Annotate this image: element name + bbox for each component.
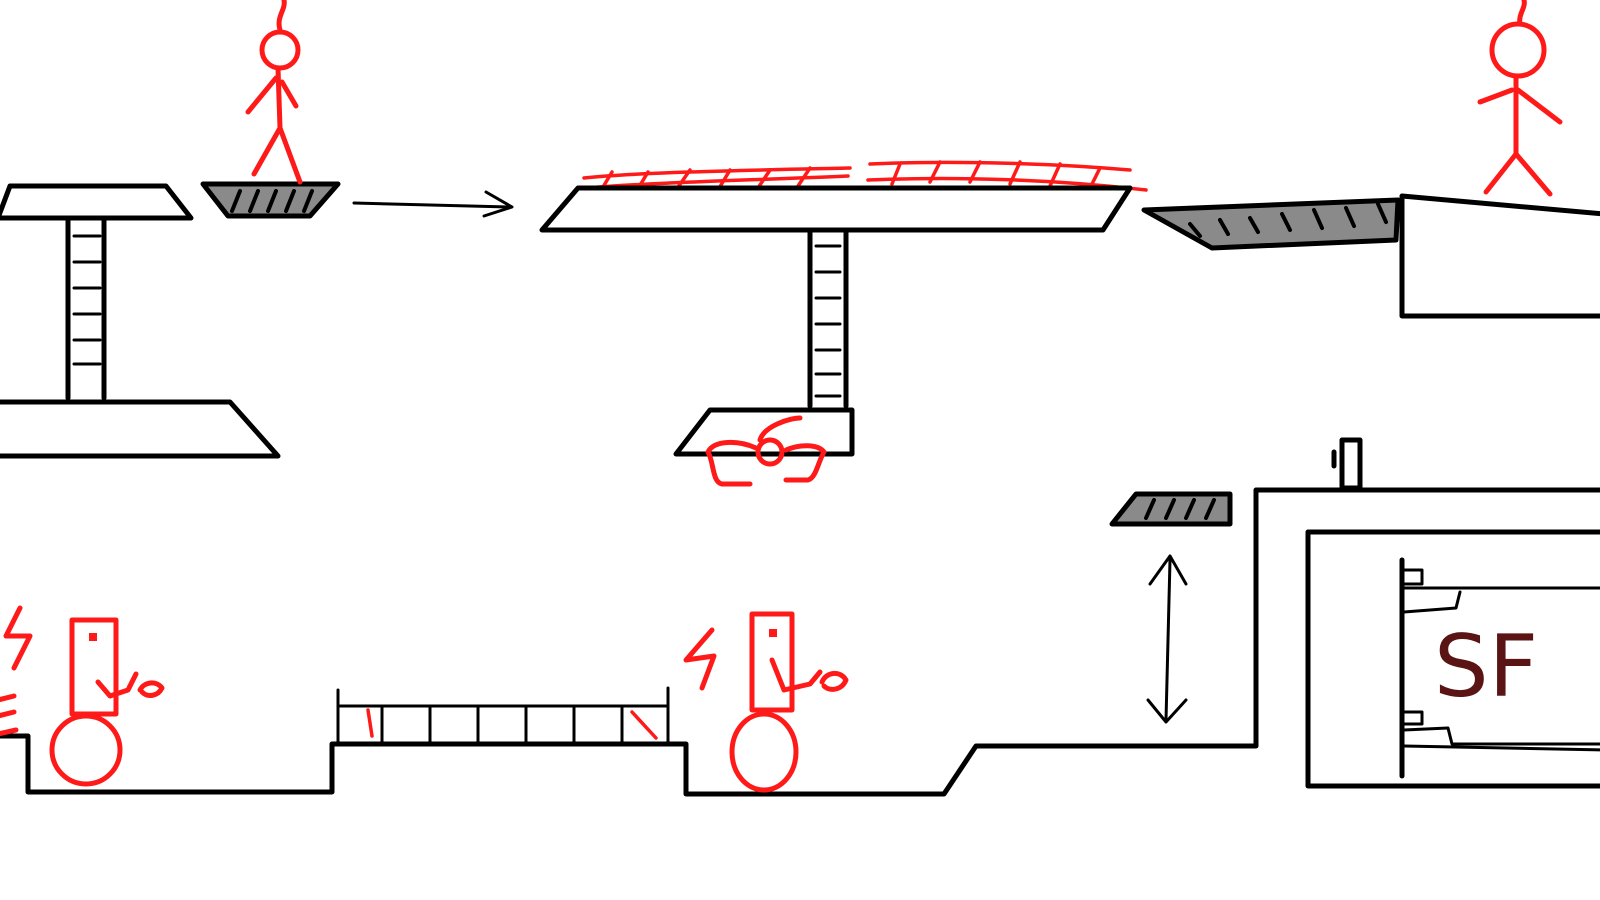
right-arrow-icon: [352, 190, 514, 218]
ground-terrain: [0, 487, 1600, 797]
tesla-coil-enemy: [683, 611, 849, 793]
up-down-arrow-icon: [1146, 554, 1188, 724]
moving-platform-top-left: [200, 181, 341, 219]
moving-platform-ramp: [1141, 197, 1401, 251]
right-ledge-block: [1399, 193, 1600, 319]
tesla-coil-enemy: [0, 605, 165, 787]
wide-center-platform: [539, 185, 1133, 233]
hanging-stick-figure: [1477, 0, 1563, 197]
ladder-center: [807, 229, 849, 409]
hanging-stick-figure: [245, 0, 303, 185]
lower-left-platform: [0, 399, 281, 459]
moving-platform-elevator: [1109, 491, 1233, 527]
enemy-spider: [705, 415, 827, 487]
spiked-ceiling: [582, 160, 1148, 194]
exit-sign-label: SF: [1434, 617, 1538, 717]
ladder-left: [65, 217, 107, 401]
exit-sign: SF: [1434, 617, 1538, 717]
fence-railing: [336, 686, 670, 744]
exit-building: [1305, 437, 1600, 789]
upper-left-platform: [0, 183, 194, 221]
